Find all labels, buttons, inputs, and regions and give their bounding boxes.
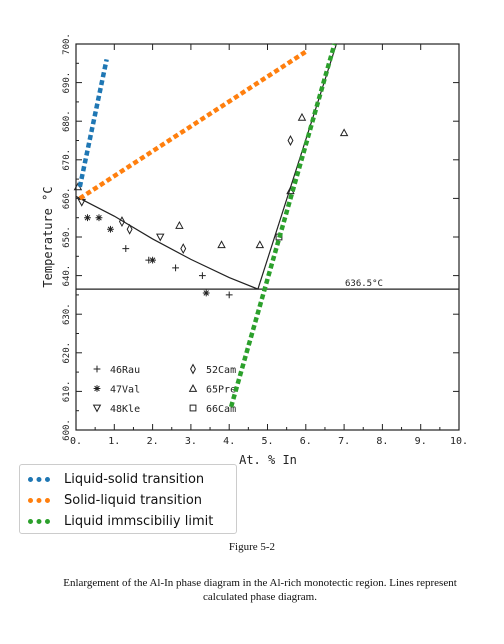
inset-legend-label: 65Pre <box>206 385 236 396</box>
data-point <box>95 214 103 222</box>
inset-legend-marker <box>93 385 101 392</box>
x-tick-label: 5. <box>261 436 273 447</box>
y-tick-label: 650. <box>62 226 72 248</box>
data-point <box>202 289 210 297</box>
inset-legend-marker <box>188 384 198 392</box>
overlay-legend: Liquid-solid transition Solid-liquid tra… <box>19 464 237 534</box>
inset-legend-label: 66Cam <box>206 404 236 415</box>
legend-label: Liquid immscibiliy limit <box>64 513 214 529</box>
phase-diagram-chart: 0. 1. 2. 3. 4. 5. 6. 7. 8. 9. 10. 600. 610. 620. 630. 6… <box>41 33 468 467</box>
legend-item-immiscibility: Liquid immscibiliy limit <box>28 511 213 531</box>
y-tick-label: 610. <box>62 381 72 403</box>
x-tick-label: 7. <box>338 436 350 447</box>
data-point <box>122 245 130 252</box>
y-axis-label: Temperature °C <box>41 186 55 287</box>
data-point <box>126 223 133 235</box>
x-tick-label: 8. <box>376 436 388 447</box>
inset-legend-marker <box>189 404 197 412</box>
data-point <box>175 220 184 229</box>
legend-swatch-orange <box>28 497 50 503</box>
x-tick-label: 4. <box>223 436 235 447</box>
calculated-line-miscibility <box>257 43 338 290</box>
data-point <box>156 233 165 242</box>
y-tick-label: 660. <box>62 188 72 210</box>
x-tick-label: 1. <box>108 436 120 447</box>
data-point <box>217 240 226 249</box>
data-point <box>297 112 307 121</box>
x-tick-label: 6. <box>300 436 312 447</box>
y-tick-label: 670. <box>62 149 72 171</box>
x-tick-label: 10. <box>450 436 468 447</box>
legend-swatch-blue <box>28 476 50 482</box>
data-point <box>172 264 179 272</box>
inset-legend-label: 47Val <box>110 385 140 396</box>
y-tick-label: 680. <box>62 110 72 132</box>
legend-item-liquid-solid: Liquid-solid transition <box>28 469 204 489</box>
data-point <box>149 256 156 264</box>
data-point <box>107 225 114 233</box>
x-axis-label: At. % In <box>239 453 297 467</box>
inset-legend-marker <box>190 363 196 375</box>
inset-legend-label: 52Cam <box>206 365 236 376</box>
x-tick-label: 3. <box>185 436 197 447</box>
x-tick-label: 2. <box>147 436 159 447</box>
data-point <box>118 216 125 228</box>
inset-legend-marker <box>93 365 101 373</box>
x-tick-label: 9. <box>415 436 427 447</box>
calculated-line-liquidus <box>75 195 259 290</box>
inset-legend-label: 46Rau <box>110 365 140 376</box>
data-point <box>84 214 91 222</box>
data-point <box>198 272 206 279</box>
overlay-line <box>78 49 308 201</box>
data-point <box>339 128 349 137</box>
series-52Cam <box>118 135 294 255</box>
y-tick-label: 640. <box>62 265 72 287</box>
y-tick-label: 600. <box>62 419 72 441</box>
overlay-line <box>228 43 337 408</box>
legend-item-solid-liquid: Solid-liquid transition <box>28 490 202 510</box>
series-47Val <box>84 214 210 297</box>
legend-label: Solid-liquid transition <box>64 492 203 508</box>
legend-swatch-green <box>28 518 50 524</box>
figure-label: Figure 5-2 <box>228 541 276 553</box>
y-tick-label: 690. <box>62 72 72 94</box>
data-point <box>77 198 86 207</box>
inset-legend-label: 48Kle <box>110 404 140 415</box>
x-tick-label: 0. <box>70 436 82 447</box>
monotectic-temperature-label: 636.5°C <box>345 279 383 289</box>
data-point <box>225 291 233 299</box>
inset-legend-marker <box>92 404 102 413</box>
y-tick-label: 620. <box>62 342 72 364</box>
series-46Rau <box>122 245 233 299</box>
data-point <box>180 243 187 255</box>
data-point <box>255 240 265 249</box>
overlay-line <box>77 58 109 188</box>
figure-caption: Enlargement of the Al-In phase diagram i… <box>63 577 457 603</box>
data-point <box>287 135 294 146</box>
y-tick-label: 630. <box>62 303 72 325</box>
y-tick-label: 700. <box>62 33 72 55</box>
legend-label: Liquid-solid transition <box>64 471 205 487</box>
